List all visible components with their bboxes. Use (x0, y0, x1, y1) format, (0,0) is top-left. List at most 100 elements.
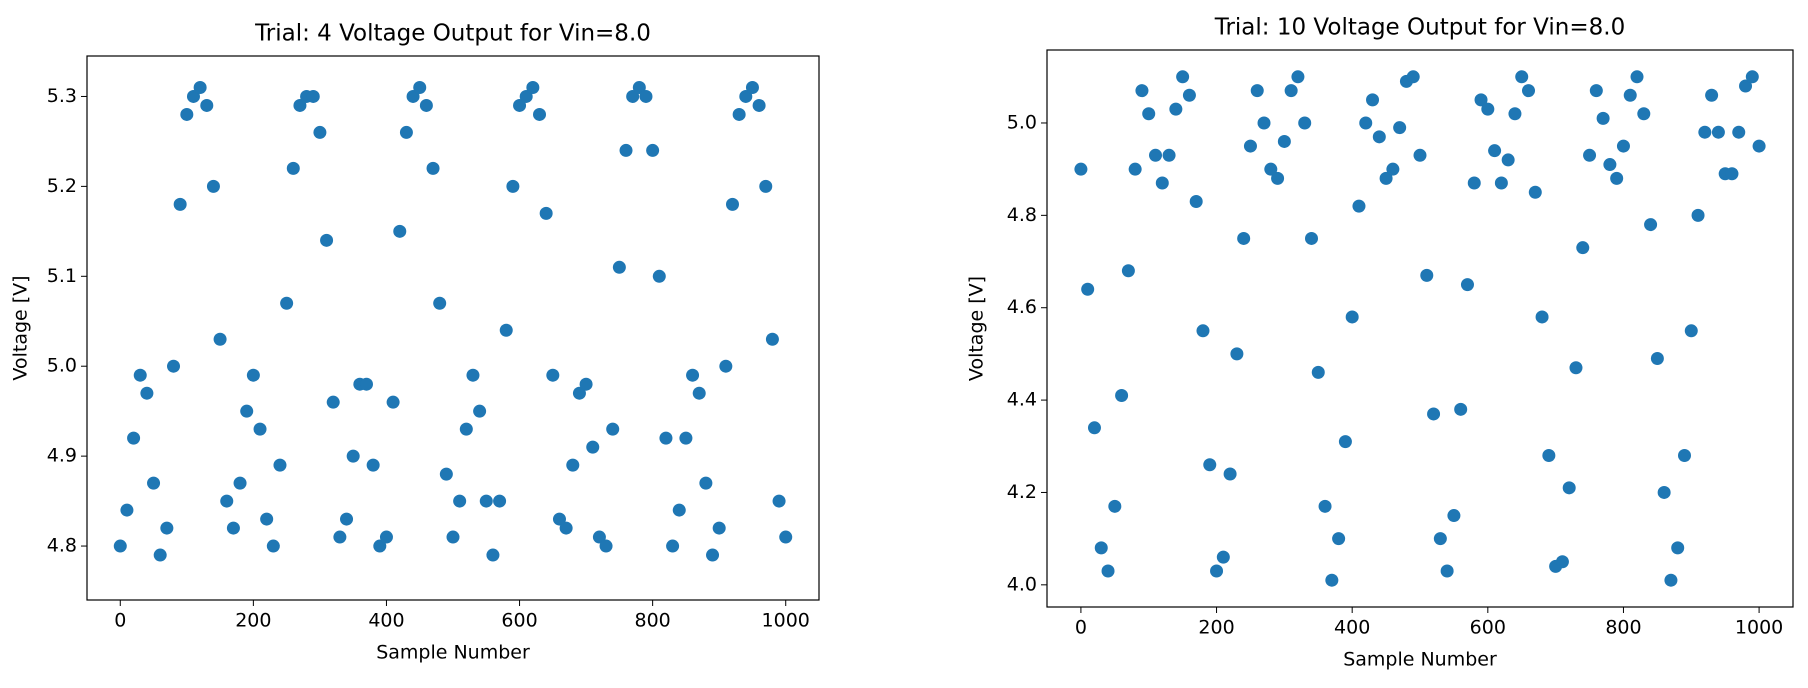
point (1243, 139, 1257, 153)
point (1488, 144, 1502, 158)
point (1325, 573, 1339, 587)
x-tick-label: 600 (501, 610, 537, 632)
point (1589, 84, 1603, 98)
point (226, 521, 240, 535)
x-axis-label: Sample Number (1343, 649, 1497, 671)
x-tick-label: 1000 (1735, 617, 1783, 639)
point (173, 197, 187, 211)
point (1616, 139, 1630, 153)
point (1433, 532, 1447, 546)
point (699, 476, 713, 490)
point (612, 260, 626, 274)
point (160, 521, 174, 535)
point (1522, 84, 1536, 98)
point (706, 548, 720, 562)
point (113, 539, 127, 553)
x-axis-label: Sample Number (376, 642, 530, 664)
point (147, 476, 161, 490)
point (379, 530, 393, 544)
point (1698, 125, 1712, 139)
y-tick-label: 5.2 (47, 175, 77, 197)
y-tick-label: 5.0 (47, 355, 77, 377)
point (1379, 171, 1393, 185)
chart-title: Trial: 10 Voltage Output for Vin=8.0 (1214, 15, 1625, 41)
point (1637, 107, 1651, 121)
x-tick-label: 400 (1334, 617, 1370, 639)
point (1650, 352, 1664, 366)
point (1752, 139, 1766, 153)
point (499, 323, 513, 337)
point (433, 296, 447, 310)
point (646, 143, 660, 157)
point (739, 89, 753, 103)
point (326, 395, 340, 409)
point (1481, 102, 1495, 116)
point (373, 539, 387, 553)
point (1623, 88, 1637, 102)
point (1101, 564, 1115, 578)
y-axis-label: Voltage [V] (10, 275, 32, 380)
point (1115, 388, 1129, 402)
point (493, 494, 507, 508)
point (679, 431, 693, 445)
point (133, 368, 147, 382)
point (1284, 84, 1298, 98)
plot-frame (86, 55, 820, 601)
point (120, 503, 134, 517)
point (1277, 134, 1291, 148)
point (1162, 148, 1176, 162)
point (1142, 107, 1156, 121)
point (659, 431, 673, 445)
x-tick-label: 1000 (762, 610, 810, 632)
x-tick-label: 0 (114, 610, 126, 632)
point (1739, 79, 1753, 93)
point (1677, 449, 1691, 463)
point (745, 80, 759, 94)
point (1271, 171, 1285, 185)
y-tick-label: 4.2 (1007, 481, 1037, 503)
point (1705, 88, 1719, 102)
point (1596, 111, 1610, 125)
point (153, 548, 167, 562)
point (1304, 231, 1318, 245)
point (539, 206, 553, 220)
chart-title: Trial: 4 Voltage Output for Vin=8.0 (254, 21, 651, 47)
point (599, 539, 613, 553)
point (672, 503, 686, 517)
point (1725, 167, 1739, 181)
point (1474, 93, 1488, 107)
point (666, 539, 680, 553)
point (1332, 532, 1346, 546)
point (513, 98, 527, 112)
point (1291, 70, 1305, 84)
point (559, 521, 573, 535)
point (273, 458, 287, 472)
point (253, 422, 267, 436)
point (426, 161, 440, 175)
y-tick-label: 4.9 (47, 445, 77, 467)
point (546, 368, 560, 382)
x-tick-label: 200 (235, 610, 271, 632)
point (1176, 70, 1190, 84)
point (1359, 116, 1373, 130)
point (692, 386, 706, 400)
point (473, 404, 487, 418)
x-tick-label: 800 (1605, 617, 1641, 639)
point (453, 494, 467, 508)
x-tick-label: 800 (635, 610, 671, 632)
point (1108, 499, 1122, 513)
point (1338, 435, 1352, 449)
point (486, 548, 500, 562)
point (1515, 70, 1529, 84)
point (413, 80, 427, 94)
point (1366, 93, 1380, 107)
point (1569, 361, 1583, 375)
point (1644, 218, 1658, 232)
point (1583, 148, 1597, 162)
point (260, 512, 274, 526)
point (1745, 70, 1759, 84)
point (280, 296, 294, 310)
point (519, 89, 533, 103)
point (779, 530, 793, 544)
point (552, 512, 566, 526)
